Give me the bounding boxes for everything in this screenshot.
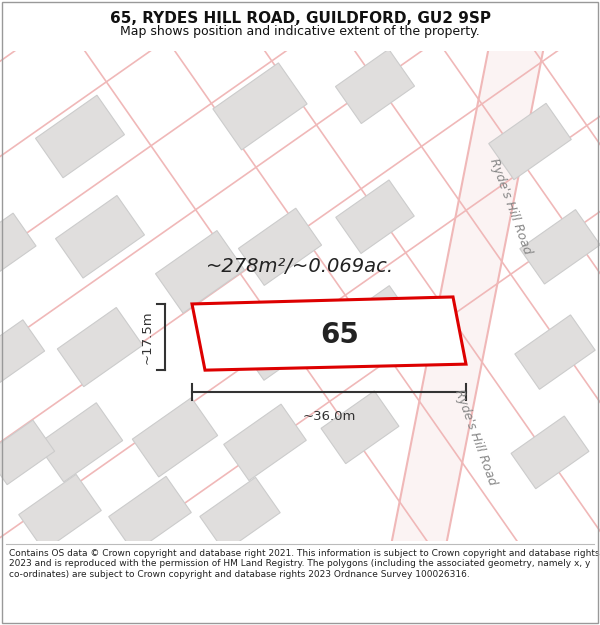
- Polygon shape: [224, 404, 306, 481]
- Polygon shape: [133, 398, 218, 477]
- Polygon shape: [336, 286, 414, 358]
- Polygon shape: [35, 95, 124, 178]
- Polygon shape: [239, 304, 321, 380]
- Polygon shape: [390, 41, 545, 551]
- Polygon shape: [19, 474, 101, 551]
- Polygon shape: [515, 315, 595, 389]
- Polygon shape: [520, 209, 600, 284]
- Polygon shape: [213, 63, 307, 150]
- Text: 65: 65: [320, 321, 359, 349]
- Polygon shape: [192, 297, 466, 370]
- Polygon shape: [109, 476, 191, 552]
- Text: 65, RYDES HILL ROAD, GUILDFORD, GU2 9SP: 65, RYDES HILL ROAD, GUILDFORD, GU2 9SP: [110, 11, 491, 26]
- Polygon shape: [321, 391, 399, 464]
- Polygon shape: [0, 420, 55, 484]
- Polygon shape: [489, 103, 571, 180]
- Polygon shape: [0, 320, 44, 384]
- Text: Ryde's Hill Road: Ryde's Hill Road: [452, 388, 499, 487]
- Polygon shape: [511, 416, 589, 489]
- Polygon shape: [37, 402, 122, 482]
- Text: ~278m²/~0.069ac.: ~278m²/~0.069ac.: [206, 258, 394, 276]
- Text: Map shows position and indicative extent of the property.: Map shows position and indicative extent…: [120, 26, 480, 39]
- Polygon shape: [335, 49, 415, 124]
- Polygon shape: [58, 308, 143, 387]
- Polygon shape: [238, 208, 322, 286]
- Text: ~36.0m: ~36.0m: [302, 410, 356, 423]
- Polygon shape: [0, 213, 36, 281]
- Polygon shape: [200, 478, 280, 552]
- Text: Ryde's Hill Road: Ryde's Hill Road: [487, 157, 533, 256]
- Text: Contains OS data © Crown copyright and database right 2021. This information is : Contains OS data © Crown copyright and d…: [9, 549, 599, 579]
- Polygon shape: [56, 196, 145, 278]
- Polygon shape: [336, 180, 414, 254]
- Polygon shape: [155, 231, 244, 313]
- Text: ~17.5m: ~17.5m: [140, 310, 154, 364]
